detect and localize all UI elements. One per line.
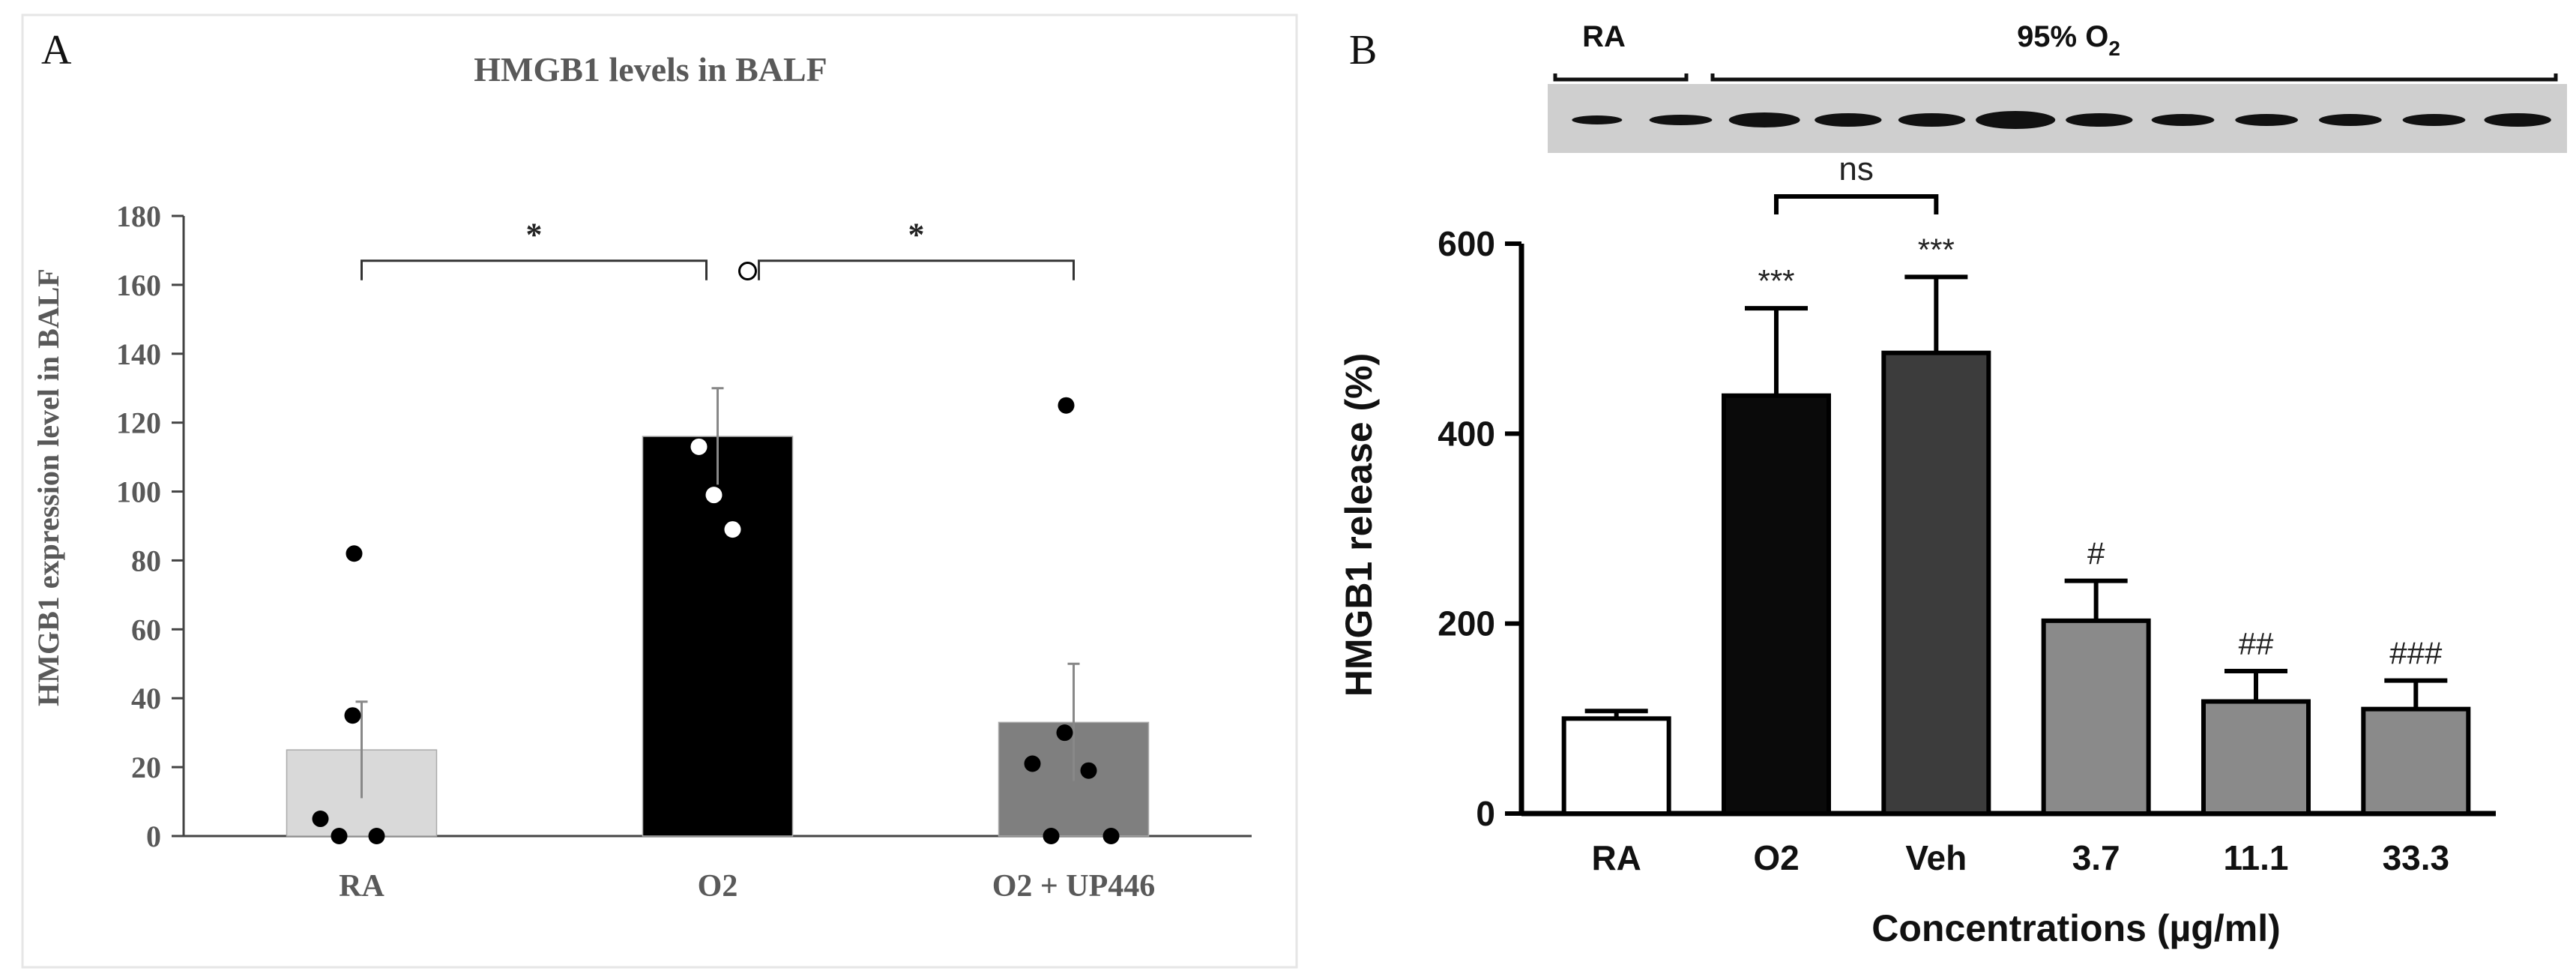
chart-a-significance-bracket: [361, 259, 708, 280]
blot-membrane: [1548, 84, 2567, 153]
chart-b-y-ticks: 0 200 400 600: [1438, 224, 1521, 833]
blot-bracket-o2: [1710, 73, 2558, 82]
chart-a-data-point: [690, 438, 708, 455]
blot-band: [2318, 114, 2382, 126]
blot-bands: [1572, 111, 2551, 129]
chart-a-data-point: [312, 811, 329, 828]
chart-b-significance-label: ***: [1758, 263, 1794, 298]
chart-b-marks: [1518, 244, 2496, 817]
blot-label-ra: RA: [1582, 20, 1626, 53]
blot-band: [1728, 112, 1800, 127]
chart-a-y-tick-label: 60: [131, 613, 161, 646]
chart-b-x-tick-label: O2: [1753, 838, 1799, 877]
chart-a-y-tick-label: 140: [116, 337, 161, 371]
chart-a-x-tick-label: O2 + UP446: [992, 869, 1156, 904]
blot-band: [1898, 113, 1966, 127]
chart-a-x-tick-label: RA: [339, 869, 384, 904]
panel-a-letter: A: [41, 27, 72, 73]
chart-a-y-tick-label: 80: [131, 544, 161, 577]
chart-b-x-tick-label: 11.1: [2224, 838, 2289, 877]
chart-a-significance: * *: [361, 217, 1075, 280]
panel-b: B RA 95% O2 HMGB1 release (%) Concentrat…: [1338, 20, 2567, 949]
blot-label-o2-sub: 2: [2108, 37, 2120, 60]
blot-band: [2066, 113, 2133, 127]
chart-a-data-point: [1058, 397, 1075, 414]
chart-b-x-tick-label: 33.3: [2383, 838, 2450, 877]
chart-b-significance-label: ***: [1918, 232, 1955, 267]
chart-b-x-tick-label: 3.7: [2072, 838, 2120, 877]
chart-a-data-point: [331, 828, 348, 844]
chart-b-significance-label: ###: [2389, 636, 2443, 671]
chart-a-marks: [182, 216, 1252, 844]
blot-label-o2: 95% O: [2017, 20, 2108, 53]
chart-a-y-tick-label: 40: [131, 682, 161, 715]
panel-b-letter: B: [1349, 27, 1377, 73]
chart-b-bar: [1722, 393, 1831, 816]
blot-band: [2402, 114, 2466, 126]
chart-a-x-tick-label: O2: [698, 869, 738, 904]
chart-b-significance-label: #: [2087, 536, 2105, 571]
chart-b-bar: [2361, 706, 2471, 817]
chart-a-x-labels: RA O2 O2 + UP446: [339, 869, 1155, 904]
chart-a-y-tick-label: 160: [116, 268, 161, 302]
chart-b-y-axis-title: HMGB1 release (%): [1338, 353, 1380, 697]
chart-a-data-point: [1056, 724, 1073, 742]
chart-b-bar: [2041, 618, 2151, 816]
blot-band: [2235, 114, 2299, 126]
chart-a-bar: [642, 436, 794, 837]
chart-a-significance-bracket: [758, 259, 1075, 280]
chart-a-y-ticks: 0 20 40 60 80 100 120 140 160 180: [116, 199, 184, 853]
chart-b-y-tick-label: 200: [1438, 604, 1495, 643]
chart-a-data-point: [346, 545, 363, 562]
western-blot: RA 95% O2: [1548, 20, 2567, 153]
chart-a-data-point: [738, 262, 757, 281]
chart-a-y-tick-label: 100: [116, 475, 161, 509]
chart-a-title: HMGB1 levels in BALF: [474, 50, 827, 88]
chart-a-data-point: [724, 521, 741, 538]
chart-a-data-point: [1080, 762, 1097, 779]
blot-band: [1976, 111, 2056, 129]
blot-bracket-ra: [1553, 73, 1689, 82]
chart-a-data-point: [1024, 755, 1041, 772]
chart-a-significance-label: *: [908, 217, 925, 253]
chart-a-data-point: [1103, 828, 1120, 844]
chart-b-bar: [1561, 716, 1671, 816]
chart-b-y-tick-label: 400: [1438, 414, 1495, 453]
chart-b-x-axis-title: Concentrations (µg/ml): [1871, 907, 2280, 949]
blot-band: [1649, 115, 1713, 125]
chart-a-y-axis-title: HMGB1 expression level in BALF: [31, 268, 65, 706]
chart-b-bar: [1881, 350, 1991, 816]
chart-a-y-tick-label: 120: [116, 406, 161, 440]
chart-b-y-tick-label: 600: [1438, 224, 1495, 263]
chart-a-data-point: [1043, 828, 1060, 844]
chart-a-y-tick-label: 0: [146, 820, 161, 853]
chart-b-y-tick-label: 0: [1476, 794, 1495, 833]
chart-a-data-point: [368, 828, 385, 844]
chart-a-y-tick-label: 180: [116, 199, 161, 233]
chart-b-ns-label: ns: [1839, 151, 1873, 187]
chart-a-data-point: [344, 707, 361, 724]
blot-band: [1815, 113, 1882, 127]
blot-band: [2484, 113, 2551, 127]
chart-b-ns-bracket: [1774, 194, 1939, 214]
chart-b-significance-label: ##: [2239, 626, 2274, 661]
blot-band: [2151, 114, 2215, 126]
blot-band: [1572, 115, 1623, 124]
chart-b-annotations: ******### ###ns: [1758, 151, 2443, 671]
chart-b-x-tick-label: Veh: [1905, 838, 1967, 877]
chart-b-bar: [2201, 699, 2311, 816]
panel-a: A HMGB1 levels in BALF HMGB1 expression …: [21, 13, 1298, 969]
chart-b-x-tick-label: RA: [1591, 838, 1641, 877]
chart-a-significance-label: *: [526, 217, 543, 253]
chart-b-x-labels: RA O2 Veh 3.7 11.1 33.3: [1591, 838, 2449, 877]
blot-label-o2-group: 95% O2: [2017, 20, 2120, 60]
chart-a-data-point: [705, 487, 723, 504]
chart-a-y-tick-label: 20: [131, 751, 161, 784]
